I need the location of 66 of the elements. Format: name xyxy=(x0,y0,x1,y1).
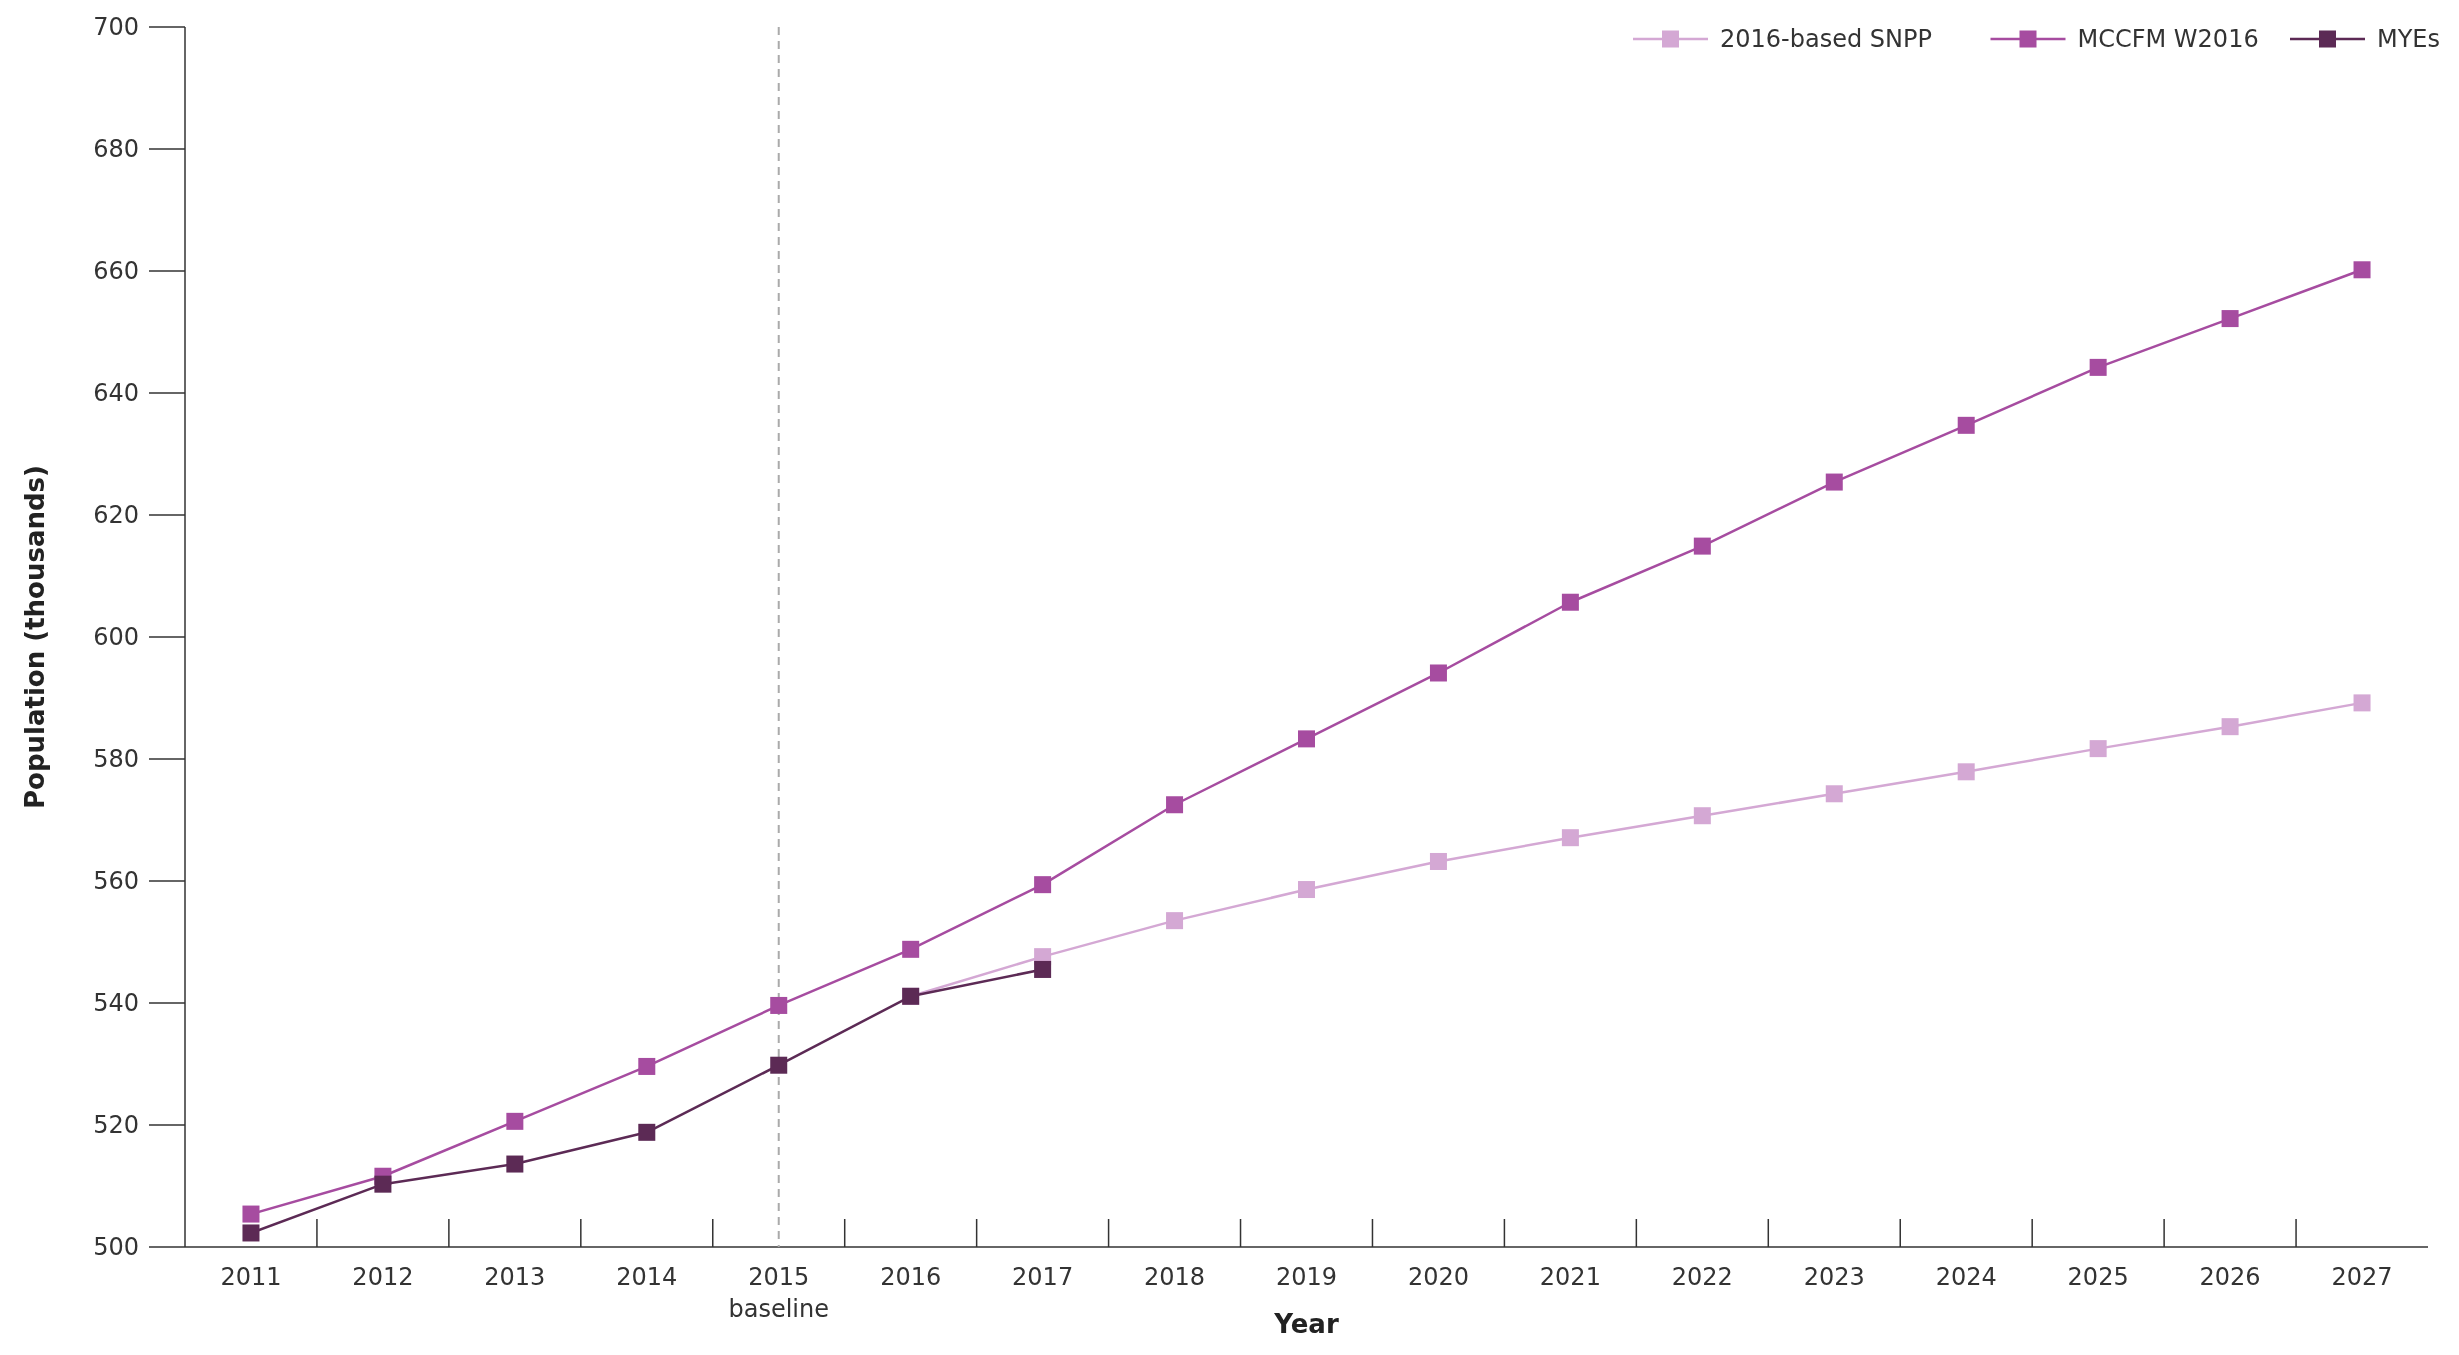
y-tick-label: 600 xyxy=(93,623,139,652)
point xyxy=(1957,416,1975,434)
ref-line-label: baseline xyxy=(728,1295,829,1323)
point xyxy=(506,1155,524,1173)
point xyxy=(638,1123,656,1141)
point xyxy=(1166,796,1184,814)
x-tick-label: 2027 xyxy=(2331,1263,2393,1291)
point xyxy=(1429,852,1447,870)
x-tick-label: 2021 xyxy=(1539,1263,1601,1291)
point xyxy=(1298,881,1315,899)
point xyxy=(1034,960,1052,978)
x-tick-label: 2013 xyxy=(484,1263,546,1291)
y-tick-label: 580 xyxy=(93,745,139,774)
point xyxy=(1561,829,1579,847)
x-tick-label: 2023 xyxy=(1803,1263,1865,1291)
point xyxy=(2221,310,2239,328)
point xyxy=(1825,473,1843,491)
point xyxy=(2089,358,2107,376)
x-tick-label: 2018 xyxy=(1144,1263,1206,1291)
point xyxy=(1693,537,1711,555)
point xyxy=(1034,876,1052,894)
y-axis-title: Population (thousands) xyxy=(20,465,50,809)
y-tick-label: 520 xyxy=(93,1111,139,1140)
y-tick-label: 560 xyxy=(93,867,139,896)
point xyxy=(2221,718,2239,736)
legend-label: MCCFM W2016 xyxy=(2077,25,2259,54)
y-tick-label: 700 xyxy=(93,13,139,42)
x-tick-label: 2016 xyxy=(880,1263,942,1291)
x-tick-label: 2020 xyxy=(1407,1263,1469,1291)
x-tick-label: 2019 xyxy=(1275,1263,1338,1291)
x-tick-label: 2014 xyxy=(616,1263,678,1291)
point xyxy=(506,1112,524,1130)
point xyxy=(1957,763,1975,781)
point xyxy=(902,940,920,958)
y-tick-label: 680 xyxy=(93,135,139,164)
point xyxy=(2089,740,2107,758)
x-tick-label: 2012 xyxy=(352,1263,414,1291)
point xyxy=(374,1175,392,1193)
x-tick-label: 2025 xyxy=(2067,1263,2129,1291)
x-tick-label: 2024 xyxy=(1935,1263,1997,1291)
point xyxy=(638,1057,656,1075)
y-tick-label: 660 xyxy=(93,257,139,286)
x-tick-label: 2017 xyxy=(1012,1263,1074,1291)
y-tick-label: 500 xyxy=(93,1233,139,1262)
point xyxy=(1298,730,1315,748)
point xyxy=(770,1056,788,1074)
x-axis-title: Year xyxy=(1273,1309,1339,1339)
x-tick-label: 2015 xyxy=(748,1263,810,1291)
point xyxy=(1825,785,1843,803)
point xyxy=(2353,694,2371,712)
x-tick-label: 2011 xyxy=(220,1263,282,1291)
y-tick-label: 540 xyxy=(93,989,139,1018)
point xyxy=(2353,261,2371,279)
x-tick-label: 2026 xyxy=(2199,1263,2261,1291)
point xyxy=(242,1205,260,1223)
point xyxy=(242,1224,260,1242)
x-tick-label: 2022 xyxy=(1671,1263,1733,1291)
legend-label: 2016-based SNPP xyxy=(1720,25,1932,54)
point xyxy=(1561,593,1579,611)
legend-label: MYEs xyxy=(2377,25,2441,54)
point xyxy=(1166,912,1184,930)
point xyxy=(770,996,788,1014)
y-tick-label: 640 xyxy=(93,379,139,408)
point xyxy=(1429,664,1447,682)
point xyxy=(1693,807,1711,825)
y-tick-label: 620 xyxy=(93,501,139,530)
